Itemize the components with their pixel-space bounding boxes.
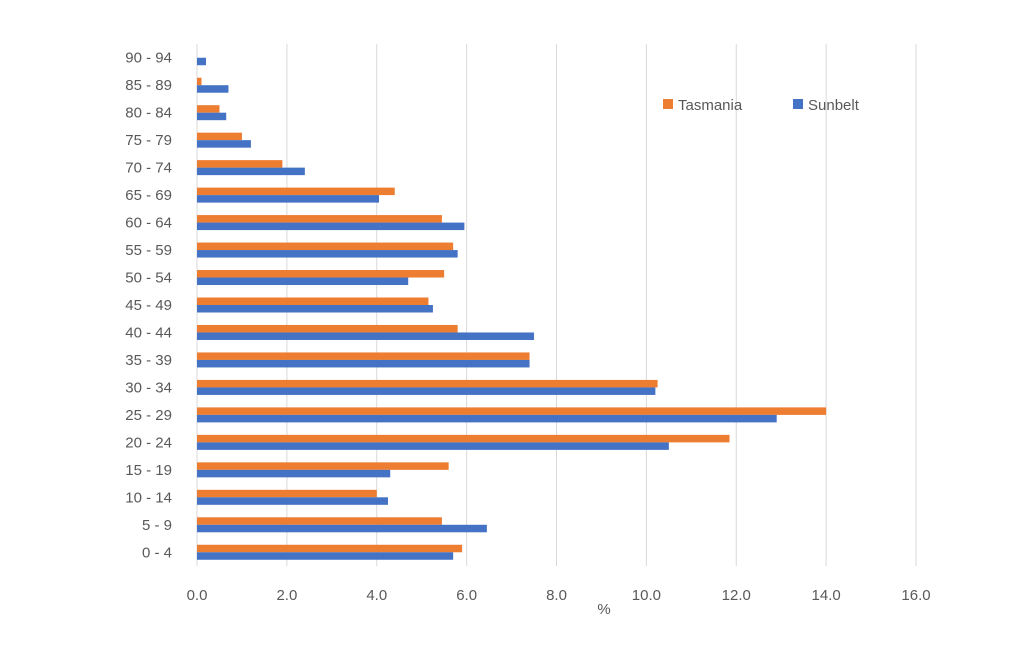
y-axis-labels: 0 - 4 5 - 9 10 - 14 15 - 19 20 - 24 25 - 29 30… [125,50,172,562]
legend: Tasmania Sunbelt [663,97,860,114]
bar-tasmania [197,517,442,525]
bar-sunbelt [197,469,391,478]
bar-tasmania [197,544,463,553]
bar-tasmania [197,105,220,113]
bar-sunbelt [197,305,433,313]
bar-tasmania [197,352,530,360]
y-tick-label: 30 - 34 [125,379,172,396]
legend-swatch [793,99,803,109]
bar-sunbelt [197,112,227,121]
y-tick-label: 0 - 4 [142,544,172,561]
y-tick-label: 50 - 54 [125,270,172,287]
x-tick-label: 14.0 [812,587,841,604]
x-axis-title: % [597,601,610,618]
y-tick-label: 55 - 59 [125,242,172,259]
x-tick-label: 8.0 [546,587,567,604]
y-tick-label: 85 - 89 [125,77,172,94]
x-axis-labels: 0.0 2.0 4.0 6.0 8.0 10.0 12.0 14.0 16.0 [187,587,931,604]
bar-sunbelt [197,442,669,450]
bar-tasmania [197,407,827,415]
x-tick-label: 4.0 [366,587,387,604]
bar-sunbelt [197,222,465,231]
bar-sunbelt [197,277,409,286]
bar-tasmania [197,324,458,333]
y-tick-label: 70 - 74 [125,160,172,177]
x-tick-label: 10.0 [632,587,661,604]
y-tick-label: 90 - 94 [125,50,172,67]
bar-sunbelt [197,195,379,203]
bar-sunbelt [197,387,656,395]
bar-sunbelt [197,552,454,560]
bar-sunbelt [197,250,458,258]
legend-label: Tasmania [678,97,743,114]
bar-sunbelt [197,167,305,176]
y-tick-label: 80 - 84 [125,105,172,122]
y-tick-label: 35 - 39 [125,352,172,369]
y-tick-label: 5 - 9 [142,517,172,534]
y-tick-label: 65 - 69 [125,187,172,204]
legend-label: Sunbelt [808,97,860,114]
y-tick-label: 25 - 29 [125,407,172,424]
bar-tasmania [197,434,730,443]
y-tick-label: 60 - 64 [125,215,172,232]
bar-tasmania [197,270,445,278]
bar-sunbelt [197,524,487,533]
legend-swatch [663,99,673,109]
bar-tasmania [197,242,454,251]
y-tick-label: 20 - 24 [125,434,172,451]
bar-tasmania [197,187,395,196]
y-tick-label: 40 - 44 [125,324,172,341]
x-tick-label: 16.0 [901,587,930,604]
bar-sunbelt [197,140,251,148]
bar-tasmania [197,297,429,305]
y-tick-label: 10 - 14 [125,489,172,506]
bar-sunbelt [197,497,388,505]
bars [197,57,827,560]
bar-tasmania [197,132,242,141]
bar-sunbelt [197,332,535,340]
bar-tasmania [197,379,658,388]
x-tick-label: 0.0 [187,587,208,604]
bar-sunbelt [197,57,206,66]
bar-tasmania [197,160,283,168]
x-tick-label: 6.0 [456,587,477,604]
y-tick-label: 45 - 49 [125,297,172,314]
bar-sunbelt [197,414,777,423]
x-tick-label: 2.0 [276,587,297,604]
y-tick-label: 15 - 19 [125,462,172,479]
bar-tasmania [197,77,202,86]
y-tick-label: 75 - 79 [125,132,172,149]
x-tick-label: 12.0 [722,587,751,604]
bar-tasmania [197,462,449,470]
bar-sunbelt [197,359,530,368]
bar-tasmania [197,215,442,223]
bar-tasmania [197,489,377,498]
bar-sunbelt [197,85,229,93]
